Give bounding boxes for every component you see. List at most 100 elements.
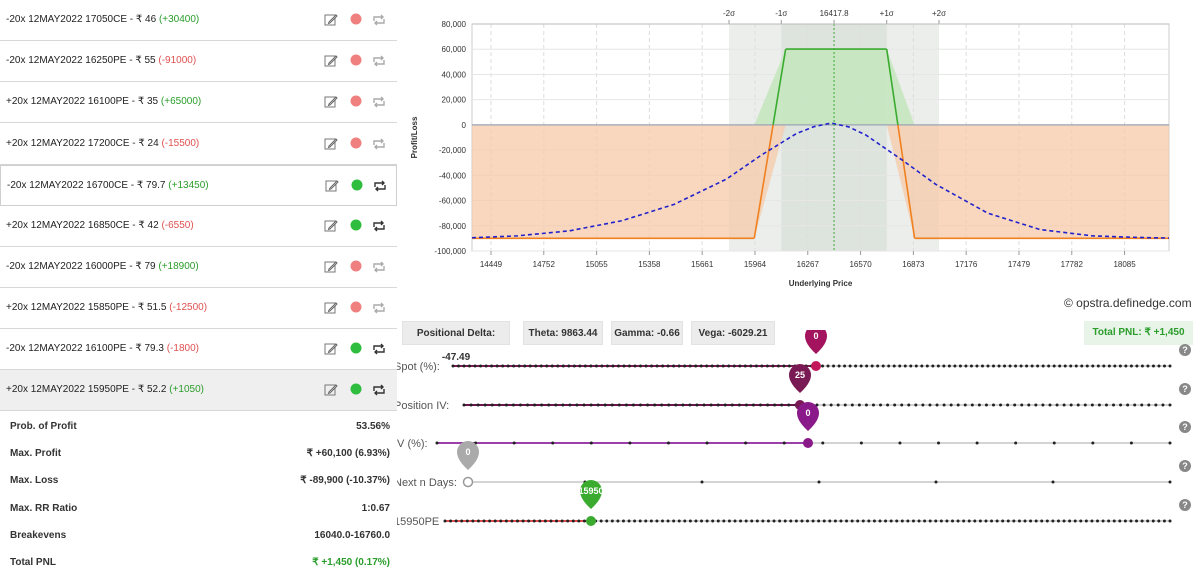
stat-label: Max. RR Ratio <box>10 503 78 514</box>
days-slider[interactable]: Next n Days: 0? <box>397 441 1191 489</box>
posiv-slider[interactable]: Position IV: 25? <box>397 364 1191 412</box>
position-pnl: (-15500) <box>161 138 200 149</box>
exit-position-icon[interactable] <box>372 343 386 355</box>
stat-value: ₹ +60,100 (6.93%) <box>306 448 390 459</box>
spot-slider-label: Spot (%): <box>397 361 440 373</box>
help-icon[interactable]: ? <box>1179 344 1191 356</box>
edit-icon[interactable] <box>324 260 338 274</box>
spot-slider-handle[interactable] <box>811 361 821 371</box>
edit-icon[interactable] <box>324 54 338 68</box>
rr-ratio-row: Max. RR Ratio 1:0.67 <box>10 503 390 514</box>
edit-icon[interactable] <box>325 179 339 193</box>
toggle-status-icon[interactable] <box>350 219 362 231</box>
spot-slider[interactable]: Spot (%): 0? <box>397 330 1191 373</box>
max-loss-row: Max. Loss ₹ -89,900 (-10.37%) <box>10 475 390 486</box>
spot-value-label: 0 <box>813 331 818 341</box>
help-icon[interactable]: ? <box>1179 460 1191 472</box>
x-tick-label: 17479 <box>1008 260 1031 269</box>
position-pnl: (+18900) <box>158 261 199 272</box>
leg-value-pin <box>580 480 602 509</box>
y-tick-label: 0 <box>462 121 467 130</box>
exit-position-icon[interactable] <box>372 384 386 396</box>
edit-icon[interactable] <box>324 95 338 109</box>
leg-slider-handle[interactable] <box>586 516 596 526</box>
x-tick-label: 15661 <box>691 260 714 269</box>
position-row[interactable]: +20x 12MAY2022 17200CE - ₹ 24 (-15500) <box>0 124 397 165</box>
prob-of-profit-row: Prob. of Profit 53.56% <box>10 421 390 432</box>
toggle-status-icon[interactable] <box>350 13 362 25</box>
edit-icon[interactable] <box>324 301 338 315</box>
days-slider-handle[interactable] <box>462 476 474 488</box>
edit-icon[interactable] <box>324 13 338 27</box>
y-tick-label: -100,000 <box>434 247 466 256</box>
x-tick-label: 17782 <box>1061 260 1084 269</box>
svg-text:?: ? <box>1182 345 1188 355</box>
y-axis-label: Profit/Loss <box>410 116 419 158</box>
toggle-status-icon[interactable] <box>350 260 362 272</box>
days-value-label: 0 <box>465 447 470 457</box>
toggle-status-icon[interactable] <box>351 179 363 191</box>
exit-position-icon[interactable] <box>372 261 386 273</box>
position-pnl: (+30400) <box>158 14 200 25</box>
position-details: +20x 12MAY2022 15850PE - ₹ 51.5 <box>6 302 170 313</box>
leg-value-label: 15950 <box>578 486 603 496</box>
sigma-label: +1σ <box>880 9 894 18</box>
position-text: -20x 12MAY2022 16250PE - ₹ 55 (-91000) <box>6 55 196 66</box>
exit-position-icon[interactable] <box>372 220 386 232</box>
position-row[interactable]: -20x 12MAY2022 17050CE - ₹ 46 (+30400) <box>0 0 397 41</box>
iv-value-label: 0 <box>805 408 810 418</box>
help-icon[interactable]: ? <box>1179 499 1191 511</box>
sigma-label: +2σ <box>932 9 946 18</box>
theta-badge: Theta: 9863.44 <box>523 321 603 345</box>
position-row[interactable]: +20x 12MAY2022 15950PE - ₹ 52.2 (+1050) <box>0 370 397 411</box>
position-row[interactable]: +20x 12MAY2022 16100PE - ₹ 35 (+65000) <box>0 82 397 123</box>
exit-position-icon[interactable] <box>372 96 386 108</box>
iv-slider[interactable]: IV (%): 0? <box>397 402 1191 450</box>
spot-value-pin <box>805 330 827 354</box>
position-details: -20x 12MAY2022 16100PE - ₹ 79.3 <box>6 343 167 354</box>
exit-position-icon[interactable] <box>372 14 386 26</box>
toggle-status-icon[interactable] <box>350 301 362 313</box>
y-tick-label: -20,000 <box>439 146 467 155</box>
exit-position-icon[interactable] <box>372 138 386 150</box>
payoff-panel: 80,000 60,000 40,000 20,000 0 -20,000 -40,000 -… <box>397 0 1200 576</box>
position-pnl: (-1800) <box>166 343 199 354</box>
position-row[interactable]: -20x 12MAY2022 16100PE - ₹ 79.3 (-1800) <box>0 329 397 370</box>
position-details: +20x 12MAY2022 16100PE - ₹ 35 <box>6 96 161 107</box>
edit-icon[interactable] <box>324 342 338 356</box>
x-tick-label: 15964 <box>744 260 767 269</box>
toggle-status-icon[interactable] <box>350 137 362 149</box>
exit-position-icon[interactable] <box>372 55 386 67</box>
edit-icon[interactable] <box>324 219 338 233</box>
toggle-status-icon[interactable] <box>350 342 362 354</box>
toggle-status-icon[interactable] <box>350 54 362 66</box>
position-row[interactable]: -20x 12MAY2022 16250PE - ₹ 55 (-91000) <box>0 41 397 82</box>
toggle-status-icon[interactable] <box>350 95 362 107</box>
exit-position-icon[interactable] <box>373 180 387 192</box>
payoff-chart[interactable]: 80,000 60,000 40,000 20,000 0 -20,000 -40,000 -… <box>397 0 1200 300</box>
svg-text:?: ? <box>1182 500 1188 510</box>
y-tick-label: 40,000 <box>442 70 467 79</box>
stat-label: Prob. of Profit <box>10 421 77 432</box>
posiv-value-label: 25 <box>795 370 805 380</box>
edit-icon[interactable] <box>324 137 338 151</box>
help-icon[interactable]: ? <box>1179 383 1191 395</box>
position-details: -20x 12MAY2022 16700CE - ₹ 79.7 <box>7 180 169 191</box>
position-text: -20x 12MAY2022 17050CE - ₹ 46 (+30400) <box>6 14 199 25</box>
total-pnl-badge: Total PNL: ₹ +1,450 <box>1084 321 1193 345</box>
position-pnl: (-91000) <box>158 55 197 66</box>
leg-slider[interactable]: 15950PE 15950? <box>397 480 1191 528</box>
position-row[interactable]: -20x 12MAY2022 16000PE - ₹ 79 (+18900) <box>0 247 397 288</box>
position-row[interactable]: +20x 12MAY2022 16850CE - ₹ 42 (-6550) <box>0 206 397 247</box>
toggle-status-icon[interactable] <box>350 383 362 395</box>
help-icon[interactable]: ? <box>1179 421 1191 433</box>
svg-text:?: ? <box>1182 422 1188 432</box>
iv-slider-handle[interactable] <box>803 438 813 448</box>
edit-icon[interactable] <box>324 383 338 397</box>
position-row[interactable]: -20x 12MAY2022 16700CE - ₹ 79.7 (+13450) <box>0 165 397 206</box>
y-tick-label: 20,000 <box>442 96 467 105</box>
exit-position-icon[interactable] <box>372 302 386 314</box>
sigma-label: 16417.8 <box>820 9 849 18</box>
position-row[interactable]: +20x 12MAY2022 15850PE - ₹ 51.5 (-12500) <box>0 288 397 329</box>
position-details: -20x 12MAY2022 16250PE - ₹ 55 <box>6 55 159 66</box>
